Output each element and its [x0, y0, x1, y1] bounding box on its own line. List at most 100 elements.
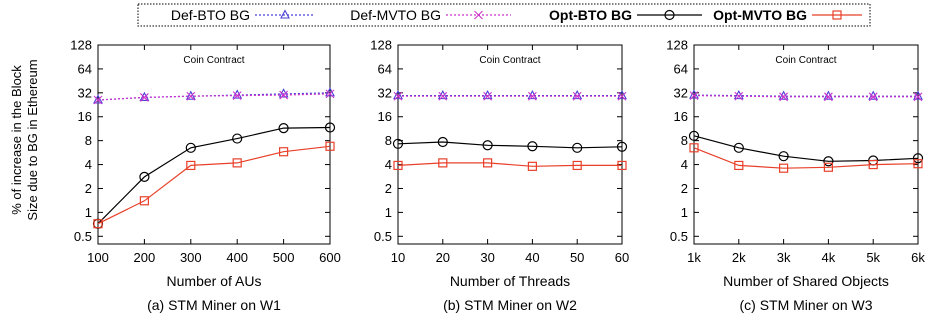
series-line	[397, 162, 622, 167]
legend-marker-x	[474, 10, 483, 20]
x-tick-label: 3k	[777, 250, 791, 265]
legend-label: Opt-BTO BG	[549, 7, 632, 23]
data-point	[778, 90, 789, 100]
series-def-mvto-bg	[93, 89, 335, 105]
y-tick-label: 8	[85, 133, 92, 148]
data-point	[733, 89, 744, 100]
panel-caption: (c) STM Miner on W3	[739, 297, 872, 313]
x-tick-label: 5k	[866, 250, 880, 265]
series-opt-mvto-bg	[93, 141, 335, 229]
panel-caption: (b) STM Miner on W2	[443, 297, 577, 313]
x-tick-label: 60	[615, 250, 629, 265]
y-tick-label: 128	[70, 38, 92, 53]
x-tick-label: 4k	[822, 250, 836, 265]
data-point	[617, 91, 627, 101]
y-tick-label: 32	[674, 85, 688, 100]
series-def-bto-bg	[689, 89, 923, 100]
x-tick-label: 100	[87, 250, 109, 265]
x-tick-label: 20	[436, 250, 450, 265]
x-tick-label: 10	[391, 250, 405, 265]
data-point	[232, 89, 243, 99]
data-point	[527, 161, 538, 171]
series-line	[693, 135, 919, 162]
annotation: Coin Contract	[183, 55, 244, 66]
data-point	[823, 90, 834, 100]
data-point	[527, 141, 538, 152]
data-point	[482, 89, 493, 100]
data-point	[823, 156, 834, 167]
data-point	[393, 91, 403, 101]
y-tick-label: 128	[666, 38, 688, 53]
legend-entry-def-bto-bg: Def-BTO BG	[171, 7, 315, 23]
series-opt-bto-bg	[688, 130, 924, 167]
data-point	[482, 140, 493, 151]
legend-entry-opt-bto-bg: Opt-BTO BG	[549, 7, 702, 23]
y-tick-label: 1	[681, 205, 688, 220]
data-point	[438, 91, 448, 101]
data-point	[438, 158, 448, 168]
y-tick-label: 1	[385, 205, 392, 220]
data-point	[733, 142, 744, 153]
y-tick-label: 128	[370, 38, 392, 53]
panel-caption: (a) STM Miner on W1	[147, 297, 281, 313]
x-tick-label: 300	[180, 250, 202, 265]
x-tick-label: 2k	[732, 250, 746, 265]
y-tick-label: 64	[78, 61, 92, 76]
x-tick-label: 600	[319, 250, 341, 265]
data-point	[868, 92, 878, 102]
data-point	[824, 92, 833, 102]
series-line	[693, 95, 918, 98]
annotation: Coin Contract	[479, 55, 540, 66]
data-point	[185, 142, 196, 153]
data-point	[140, 93, 149, 102]
data-point	[93, 94, 103, 104]
data-point	[393, 160, 403, 171]
data-point	[868, 90, 879, 100]
panel-2: 0.5 1 2 4 8 16 32 64 128 10 20 30 40 50 60 Coin Contrac…	[370, 38, 629, 314]
series-opt-mvto-bg	[393, 158, 627, 171]
data-point	[688, 130, 700, 141]
series-line	[97, 126, 331, 225]
x-axis-label: Number of AUs	[167, 273, 262, 289]
series-opt-bto-bg	[392, 136, 628, 153]
data-point	[139, 196, 149, 206]
data-point	[912, 153, 924, 164]
data-point	[437, 89, 448, 100]
x-tick-label: 50	[570, 250, 584, 265]
data-point	[186, 160, 196, 171]
x-axis-label: Number of Shared Objects	[723, 273, 889, 289]
legend-label: Def-MVTO BG	[350, 7, 441, 23]
legend-entry-opt-mvto-bg: Opt-MVTO BG	[713, 7, 862, 23]
data-point	[616, 141, 628, 152]
y-tick-label: 4	[85, 157, 92, 172]
y-tick-label: 16	[674, 109, 688, 124]
data-point	[232, 133, 243, 144]
x-tick-label: 1k	[687, 250, 701, 265]
data-point	[483, 91, 492, 101]
data-point	[689, 91, 699, 101]
y-tick-label: 8	[681, 133, 688, 148]
data-point	[868, 159, 878, 170]
x-tick-label: 6k	[911, 250, 925, 265]
y-tick-label: 2	[385, 181, 392, 196]
legend-label: Opt-MVTO BG	[713, 7, 807, 23]
y-tick-label: 1	[85, 205, 92, 220]
series-opt-bto-bg	[92, 122, 336, 229]
data-point	[572, 89, 583, 100]
series-line	[97, 93, 331, 101]
plot-frame	[97, 44, 331, 245]
x-axis-label: Number of Threads	[450, 273, 570, 289]
data-point	[778, 151, 789, 162]
y-tick-label: 2	[681, 181, 688, 196]
y-tick-label: 4	[385, 157, 392, 172]
series-line	[693, 147, 919, 169]
data-point	[392, 138, 404, 149]
data-point	[232, 91, 242, 101]
x-tick-label: 400	[226, 250, 248, 265]
legend-marker-triangle	[280, 9, 290, 19]
data-point	[232, 158, 242, 168]
data-point	[279, 147, 289, 157]
data-point	[139, 171, 150, 182]
data-point	[528, 91, 537, 101]
